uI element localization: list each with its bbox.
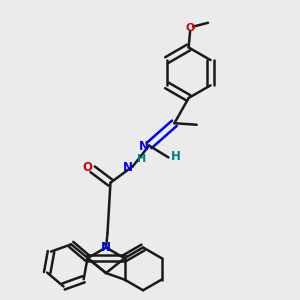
Text: H: H xyxy=(171,150,181,163)
Text: H: H xyxy=(137,154,146,164)
Text: O: O xyxy=(185,23,195,33)
Text: N: N xyxy=(123,161,133,174)
Text: N: N xyxy=(101,241,111,254)
Text: N: N xyxy=(140,140,149,153)
Text: O: O xyxy=(82,161,92,174)
